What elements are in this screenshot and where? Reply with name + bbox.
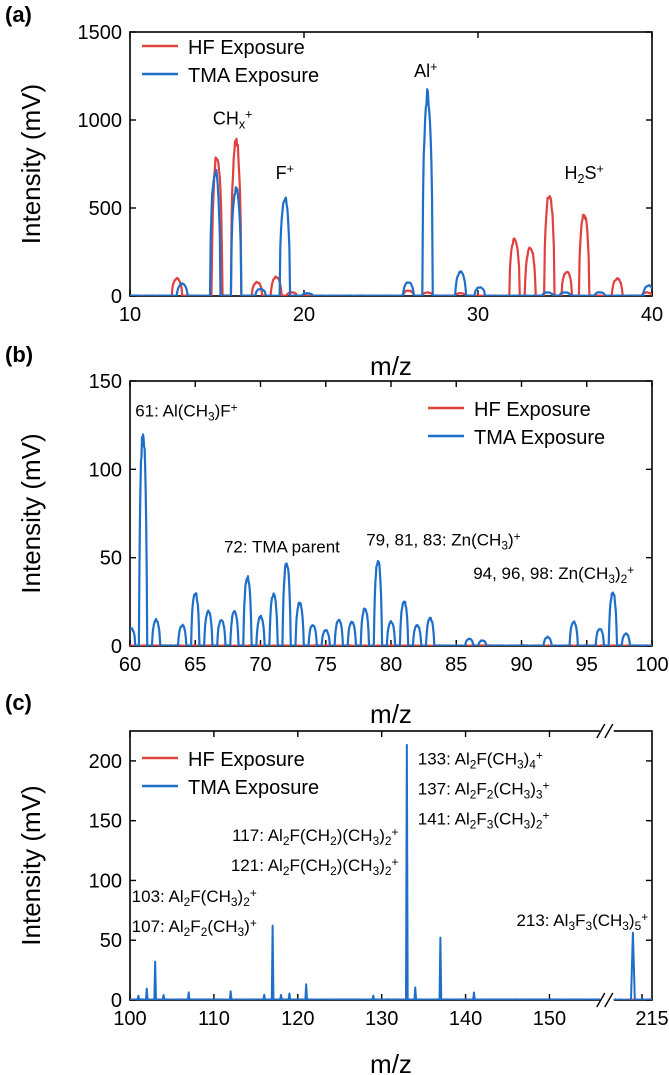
- y-tick-label: 150: [89, 371, 122, 393]
- y-tick-label: 100: [89, 459, 122, 481]
- panel-label: (c): [5, 690, 32, 715]
- y-tick-label: 50: [100, 930, 122, 952]
- peak-annotation: 137: Al2​F2​(CH3​)3​+​: [418, 778, 550, 801]
- y-tick-label: 0: [111, 990, 122, 1012]
- peak-annotation: 72: TMA parent: [224, 537, 340, 556]
- axis-break-mark: [596, 992, 606, 1008]
- legend-label-hf: HF Exposure: [188, 37, 305, 59]
- y-tick-label: 0: [111, 636, 122, 658]
- x-axis-label: m/z: [370, 1049, 412, 1075]
- peak-annotation: 79, 81, 83: Zn(CH3​)+​: [366, 529, 520, 552]
- y-tick-label: 1000: [78, 110, 123, 132]
- peak-annotation: Al+​: [414, 60, 437, 81]
- panel-c: 100 110 120 130 140 150 215 0 50 100 150 200 m/z Inte…: [5, 690, 669, 1075]
- x-tick-label: 70: [249, 654, 271, 676]
- x-tick-label: 95: [576, 654, 598, 676]
- x-tick-label: 80: [380, 654, 402, 676]
- legend-label-tma: TMA Exposure: [474, 427, 605, 449]
- y-tick-label: 500: [89, 198, 122, 220]
- y-axis-label: Intensity (mV): [16, 785, 46, 945]
- legend-label-hf: HF Exposure: [474, 399, 591, 421]
- x-tick-label: 140: [449, 1008, 482, 1030]
- series-line-tma: [130, 743, 601, 1000]
- x-axis-label: m/z: [370, 351, 412, 381]
- peak-annotation: 107: Al2​F2​(CH3​)+​: [132, 915, 257, 938]
- x-tick-label: 120: [281, 1008, 314, 1030]
- x-tick-label: 40: [641, 304, 663, 326]
- peak-annotation: 94, 96, 98: Zn(CH3​)2​+​: [473, 562, 634, 585]
- panel-label: (b): [5, 342, 33, 367]
- series-line-tma: [130, 88, 652, 296]
- x-tick-label: 215: [635, 1008, 668, 1030]
- series-line-tma: [130, 433, 652, 646]
- x-tick-label: 110: [198, 1008, 230, 1030]
- x-tick-label: 130: [365, 1008, 398, 1030]
- x-tick-label: 100: [635, 654, 668, 676]
- x-tick-label: 60: [119, 654, 141, 676]
- peak-annotation: F+​: [276, 162, 294, 183]
- peak-annotation: 141: Al2​F3​(CH3​)2​+​: [418, 808, 550, 831]
- x-tick-label: 100: [113, 1008, 146, 1030]
- panel-b: 60 65 70 75 80 85 90 95 100 0 50 100 150 m/z Intensity…: [5, 342, 669, 729]
- x-axis-label: m/z: [370, 699, 412, 729]
- y-tick-label: 0: [111, 286, 122, 308]
- x-tick-label: 150: [533, 1008, 566, 1030]
- series-line-tma: [613, 931, 652, 1000]
- peak-annotation: 133: Al2​F(CH3​)4​+​: [418, 748, 543, 771]
- legend-label-hf: HF Exposure: [188, 749, 305, 771]
- y-axis-label: Intensity (mV): [16, 84, 46, 244]
- x-tick-label: 20: [293, 304, 315, 326]
- peak-annotation: H2​S+​: [564, 162, 603, 186]
- peak-annotation: 213: Al3​F3​(CH3​)5​+​: [516, 909, 648, 932]
- x-tick-label: 75: [315, 654, 337, 676]
- legend-label-tma: TMA Exposure: [188, 777, 319, 799]
- y-tick-label: 100: [89, 870, 122, 892]
- x-tick-label: 10: [119, 304, 141, 326]
- series-line-hf: [130, 644, 652, 646]
- y-tick-label: 200: [89, 751, 122, 773]
- axis-break-gap: [599, 728, 614, 734]
- peak-annotation: 61: Al(CH3​)F+​: [135, 400, 237, 423]
- y-tick-label: 1500: [78, 22, 123, 44]
- y-axis-label: Intensity (mV): [16, 433, 46, 593]
- panel-label: (a): [5, 2, 32, 27]
- axis-break-mark: [596, 723, 606, 739]
- panel-a: 10 20 30 40 0 500 1000 1500 m/z Intensity (mV) (a)…: [5, 2, 663, 381]
- peak-annotation: 103: Al2​F(CH3​)2​+​: [132, 886, 257, 909]
- axis-break-mark: [604, 723, 614, 739]
- x-tick-label: 90: [510, 654, 532, 676]
- x-tick-label: 65: [184, 654, 206, 676]
- legend-label-tma: TMA Exposure: [188, 65, 319, 87]
- axis-break-gap: [599, 997, 614, 1003]
- peak-annotation: 117: Al2​F(CH2​)(CH3​)2​+​: [232, 825, 398, 848]
- y-tick-label: 150: [89, 811, 122, 833]
- x-tick-label: 85: [445, 654, 467, 676]
- peak-annotation: 121: Al2​F(CH2​)(CH3​)2​+​: [231, 854, 399, 877]
- y-tick-label: 50: [100, 548, 122, 570]
- x-tick-label: 30: [467, 304, 489, 326]
- peak-annotation: CHx​+​: [213, 108, 253, 132]
- axis-break-mark: [604, 992, 614, 1008]
